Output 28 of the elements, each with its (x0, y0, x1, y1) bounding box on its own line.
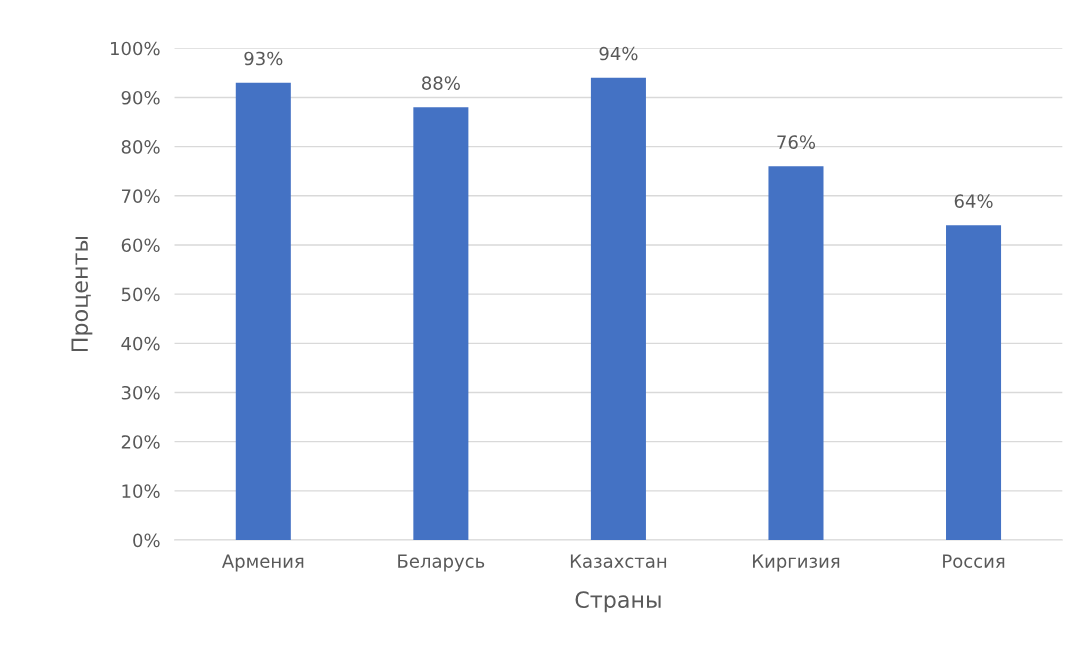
y-tick-label: 60% (121, 238, 160, 253)
data-label: 88% (422, 76, 460, 90)
y-tick-label: 40% (121, 336, 160, 351)
x-tick-label: Казахстан (570, 554, 667, 568)
x-tick-label: Киргизия (753, 554, 840, 572)
y-tick-label: 80% (121, 140, 160, 154)
bar (946, 225, 1002, 541)
y-tick-label: 30% (121, 385, 160, 400)
data-label: 64% (954, 194, 993, 208)
bar (768, 166, 824, 541)
x-axis-title: Страны (575, 591, 661, 613)
y-tick-label: 100% (111, 41, 160, 56)
data-label: 76% (777, 135, 816, 149)
data-label: 94% (599, 46, 638, 61)
y-tick-label: 50% (121, 287, 160, 302)
bar (413, 107, 469, 541)
y-tick-label: 20% (121, 435, 160, 449)
y-tick-label: 70% (121, 189, 160, 203)
x-tick-label: Армения (221, 554, 304, 572)
y-axis-title: Проценты (71, 237, 93, 352)
y-tick-label: 90% (121, 90, 160, 105)
bar (590, 77, 646, 541)
y-tick-label: 10% (122, 484, 160, 498)
y-tick-label: 0% (133, 533, 160, 548)
data-label: 93% (244, 51, 283, 66)
bar (235, 82, 291, 541)
x-tick-label: Беларусь (398, 554, 485, 572)
x-tick-label: Россия (943, 554, 1005, 568)
